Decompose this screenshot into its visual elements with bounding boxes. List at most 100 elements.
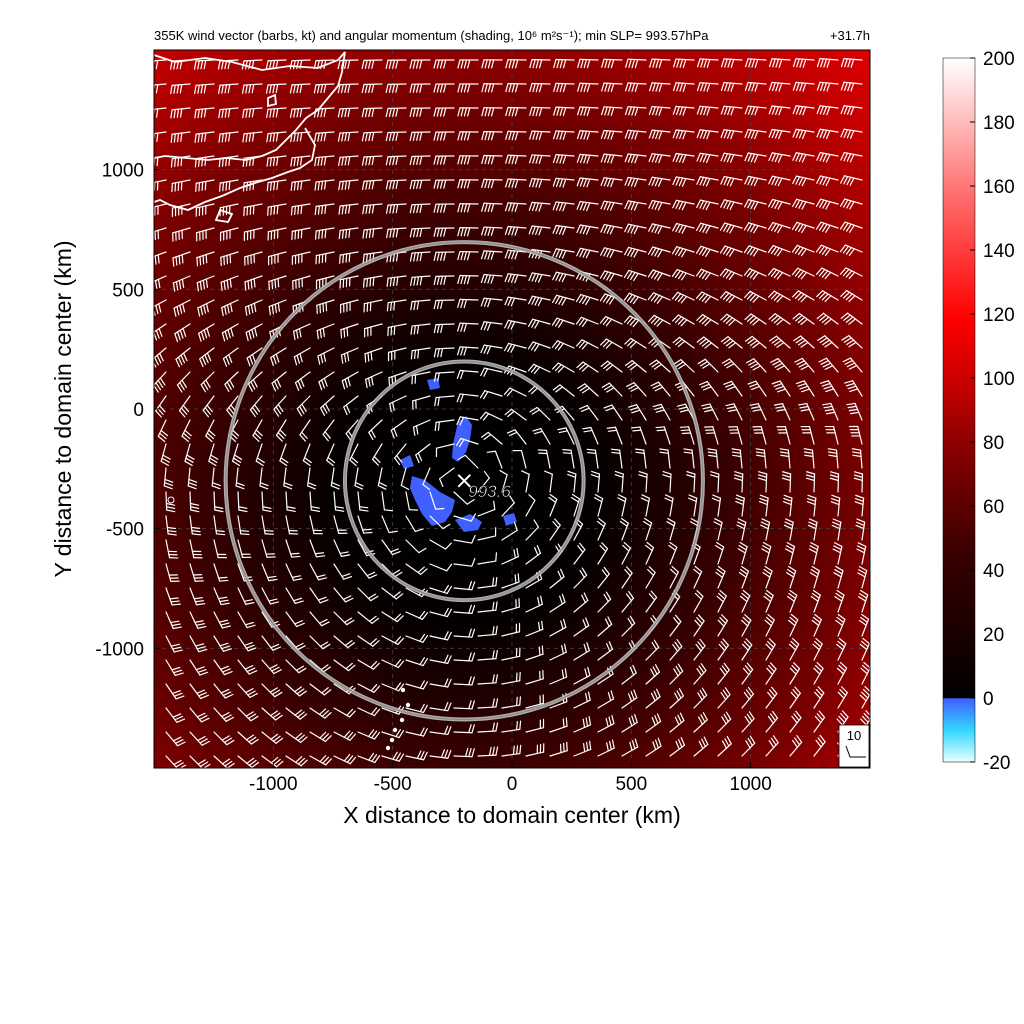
wind-barb xyxy=(220,275,239,292)
wind-barb xyxy=(567,470,577,493)
wind-barb xyxy=(552,248,575,259)
wind-barb xyxy=(596,517,606,541)
wind-barb xyxy=(840,312,863,325)
wind-barb xyxy=(429,607,452,618)
wind-barb xyxy=(453,513,477,522)
wind-barb xyxy=(672,105,695,116)
wind-barb xyxy=(189,659,209,676)
wind-barb xyxy=(792,152,815,163)
wind-barb xyxy=(377,467,388,490)
wind-barb xyxy=(693,736,709,757)
chart-title: 355K wind vector (barbs, kt) and angular… xyxy=(154,28,709,43)
wind-barb xyxy=(178,395,191,418)
wind-barb xyxy=(817,335,839,349)
wind-barb xyxy=(266,131,287,143)
wind-barb xyxy=(434,395,455,407)
wind-barb xyxy=(576,224,599,235)
wind-barb xyxy=(279,443,289,467)
wind-barb xyxy=(313,83,335,94)
wind-barb xyxy=(597,542,609,565)
wind-barb xyxy=(573,691,591,709)
wind-barb xyxy=(213,707,234,722)
coastline-segment xyxy=(267,93,277,108)
wind-barb xyxy=(237,515,250,536)
wind-barb xyxy=(202,395,215,418)
wind-barb xyxy=(744,335,767,349)
storm-center-marker: 993.6 xyxy=(457,474,512,501)
wind-barb xyxy=(456,416,479,426)
wind-barb xyxy=(242,107,263,119)
wind-barb xyxy=(477,500,496,517)
wind-barb xyxy=(570,493,581,517)
wind-barb xyxy=(457,131,479,141)
wind-barb xyxy=(333,515,348,534)
wind-barb xyxy=(504,202,527,212)
wind-barb xyxy=(501,573,520,589)
wind-barb xyxy=(839,221,863,233)
wind-barb xyxy=(266,107,287,119)
wind-barb xyxy=(693,711,708,733)
wind-barb xyxy=(357,563,378,579)
wind-barb xyxy=(340,347,359,364)
wind-barb xyxy=(357,611,380,624)
wind-barb xyxy=(457,155,479,165)
wind-barb xyxy=(552,201,575,212)
wind-barb xyxy=(291,251,311,265)
wind-barb xyxy=(477,625,498,637)
wind-barb xyxy=(333,563,353,580)
wind-barb xyxy=(701,403,719,421)
wind-barb xyxy=(261,755,284,768)
wind-barb xyxy=(154,371,167,393)
wind-barb xyxy=(794,357,815,373)
wind-barb xyxy=(289,83,311,94)
wind-barb xyxy=(815,198,839,210)
wind-barb xyxy=(505,59,527,69)
wind-barb xyxy=(787,589,798,613)
wind-barb xyxy=(314,179,335,191)
barb-reference-label: 10 xyxy=(847,728,861,743)
wind-barb xyxy=(333,635,356,649)
wind-barb xyxy=(576,177,599,188)
wind-barb xyxy=(433,131,455,141)
wind-barb xyxy=(673,359,695,373)
wind-barb xyxy=(525,620,544,637)
wind-barb xyxy=(576,247,599,259)
wind-barb xyxy=(479,411,503,421)
wind-barb xyxy=(803,448,815,469)
wind-barb xyxy=(218,155,239,168)
wind-barb xyxy=(293,347,311,366)
wind-barb xyxy=(648,176,671,187)
wind-barb xyxy=(309,563,328,581)
wind-barb xyxy=(481,154,503,165)
wind-barb xyxy=(600,177,623,188)
wind-barb xyxy=(841,335,863,349)
wind-barb xyxy=(720,199,743,211)
colorbar-tick-label: 100 xyxy=(983,369,1015,390)
wind-barb xyxy=(504,273,527,284)
wind-barb xyxy=(381,659,405,669)
wind-barb xyxy=(218,107,239,119)
wind-barb xyxy=(834,589,845,613)
y-axis-label: Y distance to domain center (km) xyxy=(50,240,76,577)
wind-barb xyxy=(289,59,311,70)
wind-barb xyxy=(365,371,383,389)
wind-barb xyxy=(855,518,866,541)
wind-barb xyxy=(299,419,311,442)
wind-barb xyxy=(764,613,775,637)
wind-barb xyxy=(699,380,719,397)
wind-barb xyxy=(642,517,653,541)
wind-barb xyxy=(840,151,863,163)
wind-barb xyxy=(503,387,527,397)
wind-barb xyxy=(259,467,269,490)
wind-barb xyxy=(525,669,544,685)
wind-barb xyxy=(647,292,671,304)
wind-barb xyxy=(480,273,503,284)
wind-barb xyxy=(527,341,551,352)
wind-barb xyxy=(695,291,719,304)
wind-barb xyxy=(268,275,287,291)
wind-barb xyxy=(198,323,215,342)
wind-barb xyxy=(405,727,428,737)
wind-barb xyxy=(246,347,263,367)
wind-barb xyxy=(672,129,695,140)
wind-barb xyxy=(237,731,259,745)
